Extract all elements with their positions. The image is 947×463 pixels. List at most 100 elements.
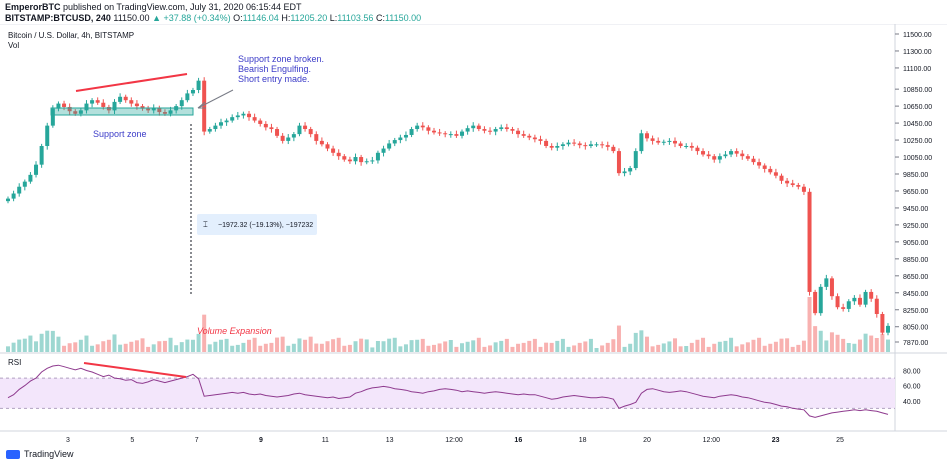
candle-body xyxy=(717,156,722,160)
price-tick-label: 8650.00 xyxy=(903,274,928,281)
author-name[interactable]: EmperorBTC xyxy=(5,2,61,12)
price-tick-label: 9650.00 xyxy=(903,189,928,196)
candle-body xyxy=(39,146,44,165)
volume-bar xyxy=(639,330,644,352)
volume-bar xyxy=(39,333,44,352)
symbol-label[interactable]: BITSTAMP:BTCUSD, 240 xyxy=(5,13,111,23)
candle-body xyxy=(375,152,380,161)
volume-bar xyxy=(762,345,767,352)
volume-bar xyxy=(454,346,459,352)
candle-body xyxy=(841,307,846,309)
volume-bar xyxy=(448,340,453,352)
candle-body xyxy=(566,142,571,145)
volume-bar xyxy=(684,346,689,352)
close-value: 11150.00 xyxy=(384,13,422,23)
volume-bar xyxy=(90,345,95,352)
price-tick-label: 11100.00 xyxy=(903,66,931,73)
candle-body xyxy=(370,160,375,162)
volume-bar xyxy=(50,330,55,352)
footer-brand[interactable]: TradingView xyxy=(24,449,74,459)
candle-body xyxy=(633,151,638,169)
volume-bar xyxy=(347,344,352,352)
candle-body xyxy=(488,130,493,132)
volume-bar xyxy=(544,342,549,352)
time-axis[interactable]: 3 5 7 9 11 13 12:00 16 18 20 12:00 23 25 xyxy=(66,437,844,444)
volume-bar xyxy=(740,344,745,352)
candle-body xyxy=(62,103,67,107)
volume-bar xyxy=(336,337,341,352)
candle-body xyxy=(258,120,263,124)
volume-bar xyxy=(129,341,134,352)
volume-bar xyxy=(146,346,151,352)
volume-bar xyxy=(95,344,100,352)
candle-body xyxy=(516,130,521,135)
volume-bar xyxy=(499,340,504,352)
candle-body xyxy=(857,297,862,305)
candle-body xyxy=(286,137,291,141)
volume-bar xyxy=(818,330,823,352)
volume-bar xyxy=(661,343,666,352)
price-axis[interactable]: 11500.00 11300.00 11100.00 10850.00 10650.00… xyxy=(895,32,932,347)
candle-body xyxy=(594,144,599,146)
footer: TradingView xyxy=(6,449,74,459)
volume-bar xyxy=(628,343,633,352)
rsi-divergence-line[interactable] xyxy=(83,362,187,378)
volume-bar xyxy=(168,337,173,352)
candle-body xyxy=(50,108,55,126)
candle-body xyxy=(476,125,481,130)
rsi-tick-label: 40.00 xyxy=(903,399,921,406)
candle-body xyxy=(252,117,257,121)
support-zone-label: Support zone xyxy=(93,129,147,139)
volume-bar xyxy=(846,343,851,352)
candle-body xyxy=(588,144,593,146)
candle-body xyxy=(667,140,672,142)
volume-bar xyxy=(140,338,145,352)
volume-bar xyxy=(252,337,257,352)
price-tick-label: 8250.00 xyxy=(903,308,928,315)
volume-bar xyxy=(162,340,167,352)
volume-bar xyxy=(807,297,812,352)
volume-bar xyxy=(398,346,403,352)
volume-bar xyxy=(729,337,734,352)
candle-body xyxy=(420,125,425,128)
candle-body xyxy=(499,127,504,130)
volume-bar xyxy=(134,340,139,352)
candle-body xyxy=(846,301,851,309)
candle-body xyxy=(213,125,218,130)
volume-bar xyxy=(101,341,106,352)
volume-bar xyxy=(706,346,711,352)
high-value: 11205.20 xyxy=(290,13,328,23)
price-change: +37.88 (+0.34%) xyxy=(163,13,231,23)
candle-body xyxy=(106,106,111,111)
candle-body xyxy=(684,146,689,147)
price-trendline[interactable] xyxy=(75,73,188,92)
time-tick-label: 18 xyxy=(579,437,587,444)
price-tick-label: 9450.00 xyxy=(903,206,928,213)
candle-body xyxy=(560,144,565,146)
volume-bar xyxy=(123,343,128,352)
rsi-label: RSI xyxy=(8,358,21,367)
volume-bar xyxy=(717,341,722,352)
volume-bar xyxy=(353,341,358,352)
candle-body xyxy=(768,168,773,173)
volume-bar xyxy=(6,346,10,352)
open-label: O: xyxy=(233,13,243,23)
price-tick-label: 7870.00 xyxy=(903,340,928,347)
volume-bar xyxy=(22,338,27,352)
volume-bar xyxy=(532,338,537,352)
volume-bar xyxy=(381,341,386,352)
volume-bar xyxy=(751,339,756,352)
candle-body xyxy=(740,153,745,157)
candle-body xyxy=(22,181,27,187)
candle-body xyxy=(129,100,134,104)
volume-bar xyxy=(779,338,784,352)
candle-body xyxy=(269,127,274,130)
volume-bar xyxy=(594,348,599,352)
candle-body xyxy=(28,174,33,182)
candle-body xyxy=(291,134,296,138)
candle-body xyxy=(745,156,750,159)
rsi-tick-label: 60.00 xyxy=(903,384,921,391)
support-zone-box[interactable] xyxy=(50,107,194,116)
chart-area[interactable]: Bitcoin / U.S. Dollar, 4h, BITSTAMP Vol … xyxy=(0,24,947,444)
volume-bar xyxy=(370,347,375,352)
